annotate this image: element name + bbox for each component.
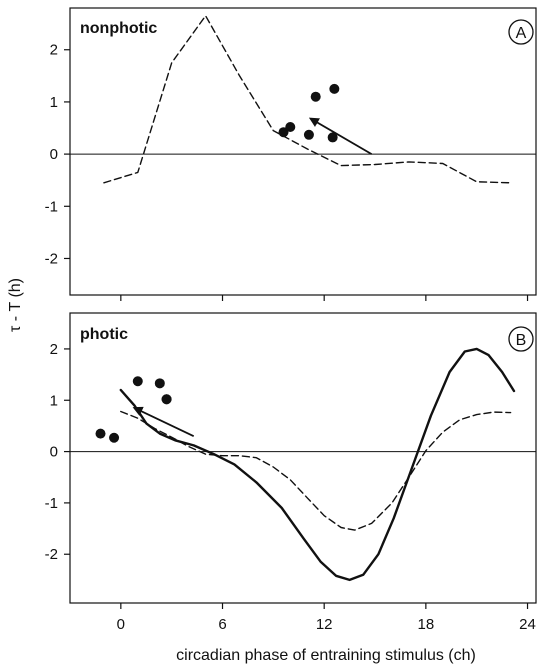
panel-a-y-axis: -2 -1 0 1 2 [45, 42, 70, 267]
panel-b-y-tick-label: 2 [50, 341, 58, 358]
panel-b-x-tick-label: 12 [316, 616, 333, 633]
panel-a-series-dashed-line [103, 15, 512, 184]
panel-a-frame [69, 7, 537, 296]
panel-b-y-tick-label: -2 [45, 546, 58, 563]
panel-b-x-tick-label: 24 [519, 616, 536, 633]
panel-b-data-point [132, 376, 143, 387]
panel-b-x-axis: 0 6 12 18 24 [117, 603, 536, 633]
x-axis-label: circadian phase of entraining stimulus (… [176, 647, 476, 664]
panel-a-y-tick-label: 1 [50, 94, 58, 111]
panel-b-data-point [109, 432, 120, 443]
panel-a-data-point [310, 91, 321, 102]
panel-b-y-tick-label: -1 [45, 495, 58, 512]
panel-b-x-tick-label: 0 [117, 616, 125, 633]
panel-b-badge-circle [508, 326, 534, 352]
panel-b-frame [69, 312, 537, 604]
panel-b-series-dashed-line [120, 410, 512, 531]
panel-b-y-tick-label: 0 [50, 444, 58, 461]
panel-b-trend-arrow [132, 406, 195, 437]
panel-a-y-tick-label: 2 [50, 42, 58, 59]
panel-a-data-point [329, 83, 340, 94]
panel-a-y-tick-label: -2 [45, 250, 58, 267]
panel-b-data-point [95, 428, 106, 439]
panel-b-data-point [161, 394, 172, 405]
panel-b-data-point [154, 378, 165, 389]
panel-b-x-tick-label: 18 [418, 616, 435, 633]
panel-a-data-point [327, 132, 338, 143]
panel-b-y-tick-label: 1 [50, 392, 58, 409]
panel-a-y-tick-label: 0 [50, 146, 58, 163]
panel-b-y-axis: -2 -1 0 1 2 [45, 341, 70, 563]
panel-a-title: nonphotic [80, 20, 157, 37]
panel-b-title: photic [80, 326, 128, 343]
panel-b-x-tick-label: 6 [218, 616, 226, 633]
panel-b-badge-label: B [516, 332, 527, 349]
panel-a-data-point [278, 127, 289, 138]
panel-b-series-solid-line [119, 347, 516, 582]
panel-a-badge-label: A [516, 25, 527, 42]
panel-b-plot-area [70, 347, 536, 582]
panel-a-trend-arrow [308, 117, 373, 155]
panel-a-plot-area [70, 15, 536, 184]
panel-a: nonphotic A -2 -1 0 1 2 [45, 7, 537, 301]
y-axis-label: τ - T (h) [7, 278, 24, 332]
panel-a-x-axis [120, 295, 529, 301]
panel-a-y-tick-label: -1 [45, 198, 58, 215]
panel-a-data-point [303, 129, 314, 140]
panel-a-badge-circle [508, 19, 534, 45]
panel-a-data-point [285, 121, 296, 132]
